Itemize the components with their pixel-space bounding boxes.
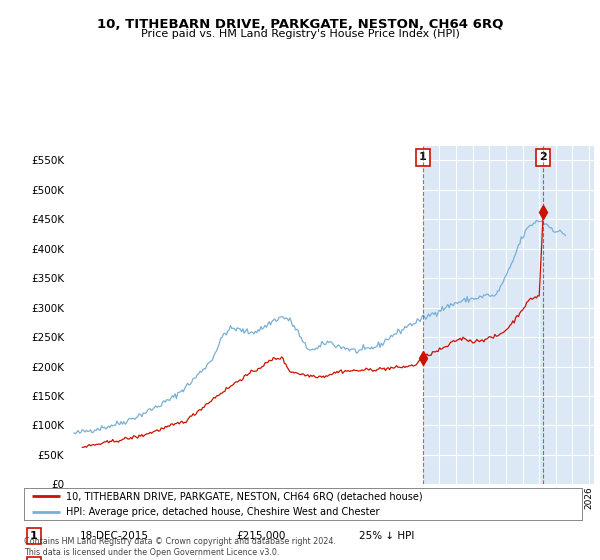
Text: HPI: Average price, detached house, Cheshire West and Chester: HPI: Average price, detached house, Ches… xyxy=(66,507,379,517)
Text: £215,000: £215,000 xyxy=(236,531,286,541)
Text: 18-DEC-2015: 18-DEC-2015 xyxy=(80,531,149,541)
Text: 1: 1 xyxy=(419,152,427,162)
Text: 1: 1 xyxy=(30,531,38,541)
Text: 25% ↓ HPI: 25% ↓ HPI xyxy=(359,531,414,541)
Text: Contains HM Land Registry data © Crown copyright and database right 2024.
This d: Contains HM Land Registry data © Crown c… xyxy=(24,537,336,557)
Bar xyxy=(69,146,423,484)
Text: 2: 2 xyxy=(539,152,547,162)
Text: Price paid vs. HM Land Registry's House Price Index (HPI): Price paid vs. HM Land Registry's House … xyxy=(140,29,460,39)
Text: 10, TITHEBARN DRIVE, PARKGATE, NESTON, CH64 6RQ (detached house): 10, TITHEBARN DRIVE, PARKGATE, NESTON, C… xyxy=(66,491,422,501)
Text: 10, TITHEBARN DRIVE, PARKGATE, NESTON, CH64 6RQ: 10, TITHEBARN DRIVE, PARKGATE, NESTON, C… xyxy=(97,18,503,31)
